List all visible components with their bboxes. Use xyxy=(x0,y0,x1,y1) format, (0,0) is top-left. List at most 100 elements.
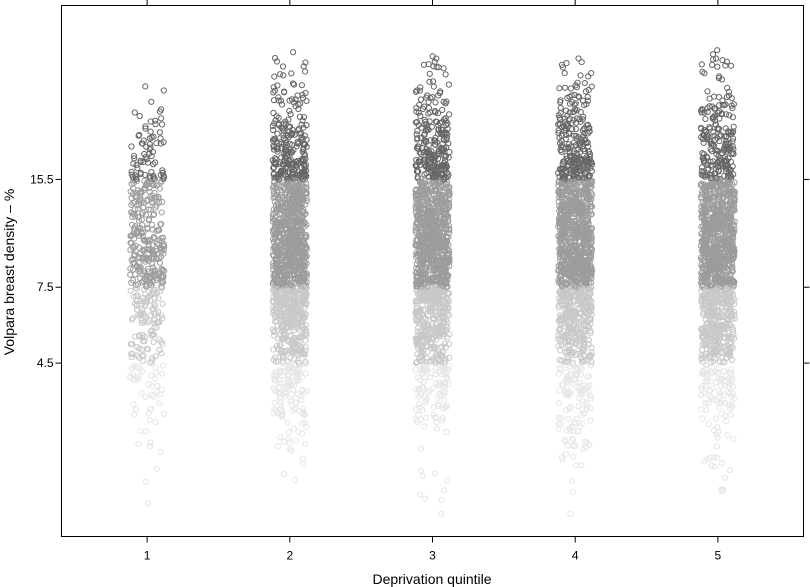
data-point xyxy=(158,220,165,228)
data-point xyxy=(295,239,302,246)
data-point xyxy=(439,106,446,114)
data-point xyxy=(140,204,147,211)
data-point xyxy=(302,59,309,66)
data-point xyxy=(138,319,145,326)
data-point xyxy=(145,217,152,224)
data-point xyxy=(146,443,153,450)
data-point xyxy=(303,189,310,196)
data-point xyxy=(274,130,281,137)
data-point xyxy=(272,161,279,168)
data-point xyxy=(150,211,157,219)
data-point xyxy=(270,206,277,213)
data-point xyxy=(136,244,143,251)
data-point xyxy=(299,262,306,269)
data-point xyxy=(291,246,298,253)
data-point xyxy=(269,215,276,222)
data-point xyxy=(144,346,152,353)
data-point xyxy=(293,302,300,309)
data-point xyxy=(423,414,430,421)
data-point xyxy=(156,185,163,192)
data-point xyxy=(142,393,149,400)
data-point xyxy=(146,416,153,424)
data-point xyxy=(133,285,140,292)
data-point xyxy=(144,225,151,232)
data-point xyxy=(137,297,144,304)
data-point xyxy=(276,205,283,212)
data-point xyxy=(288,381,296,388)
data-point xyxy=(709,61,716,69)
data-point xyxy=(127,287,134,294)
data-point xyxy=(143,156,150,163)
data-point xyxy=(289,126,296,133)
data-point xyxy=(588,83,595,90)
data-point xyxy=(130,160,137,167)
data-point xyxy=(279,358,287,365)
data-point xyxy=(277,369,284,376)
data-point xyxy=(274,82,281,89)
data-point xyxy=(271,87,278,94)
data-point xyxy=(587,417,594,424)
data-point xyxy=(284,377,291,385)
data-point xyxy=(142,428,149,435)
data-points xyxy=(127,47,738,518)
data-point xyxy=(149,306,156,313)
data-point xyxy=(281,438,288,445)
data-point xyxy=(285,210,292,217)
data-point xyxy=(430,83,437,90)
data-point xyxy=(278,101,286,108)
data-point xyxy=(291,255,298,262)
data-point xyxy=(301,211,308,218)
data-point xyxy=(298,229,305,236)
data-point xyxy=(142,125,149,132)
data-point xyxy=(271,269,278,276)
data-point xyxy=(289,227,296,234)
data-point xyxy=(573,462,580,469)
data-point xyxy=(276,331,283,338)
data-point xyxy=(286,280,294,287)
data-point xyxy=(140,338,147,345)
data-point xyxy=(270,89,277,96)
data-point xyxy=(280,132,287,139)
data-point xyxy=(133,298,140,305)
data-point xyxy=(274,322,281,329)
data-point xyxy=(149,260,156,267)
data-point xyxy=(270,293,277,300)
data-point xyxy=(293,174,300,181)
data-point xyxy=(302,155,309,163)
data-point xyxy=(288,96,296,103)
data-point xyxy=(438,496,445,503)
series-quintile-4 xyxy=(555,55,596,518)
data-point xyxy=(132,363,139,370)
data-point xyxy=(565,416,572,423)
data-point xyxy=(159,284,166,292)
data-point xyxy=(300,284,308,291)
data-point xyxy=(154,388,161,396)
data-point xyxy=(588,70,595,77)
data-point xyxy=(298,121,305,128)
data-point xyxy=(139,357,147,364)
data-point xyxy=(286,320,293,327)
data-point xyxy=(272,311,279,318)
data-point xyxy=(280,301,287,308)
data-point xyxy=(128,143,135,150)
data-point xyxy=(148,98,155,105)
data-point xyxy=(134,205,141,212)
data-point xyxy=(158,386,165,393)
data-point xyxy=(278,348,285,355)
data-point xyxy=(302,68,309,75)
data-point xyxy=(157,244,164,251)
data-point xyxy=(133,162,140,169)
data-point xyxy=(300,114,308,121)
data-point xyxy=(276,302,283,309)
data-point xyxy=(272,354,279,361)
data-point xyxy=(281,161,288,168)
data-point xyxy=(555,400,563,407)
data-point xyxy=(282,324,289,331)
data-point xyxy=(302,210,309,217)
data-point xyxy=(276,391,283,398)
data-point xyxy=(284,147,291,154)
data-point xyxy=(157,140,164,147)
data-point xyxy=(298,82,305,89)
data-point xyxy=(270,245,277,252)
